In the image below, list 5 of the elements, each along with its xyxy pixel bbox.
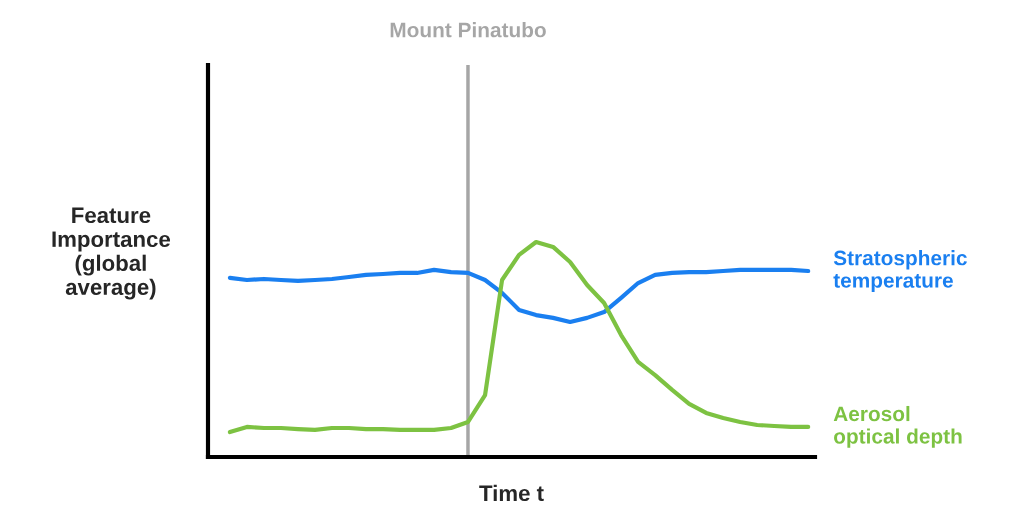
series-label: Aerosol optical depth — [833, 405, 962, 448]
x-axis-title: Time t — [479, 484, 544, 502]
series-label: Stratospheric temperature — [833, 250, 967, 292]
y-axis-title: Feature Importance (global average) — [52, 207, 171, 300]
text: Mount Pinatubo — [390, 22, 546, 38]
